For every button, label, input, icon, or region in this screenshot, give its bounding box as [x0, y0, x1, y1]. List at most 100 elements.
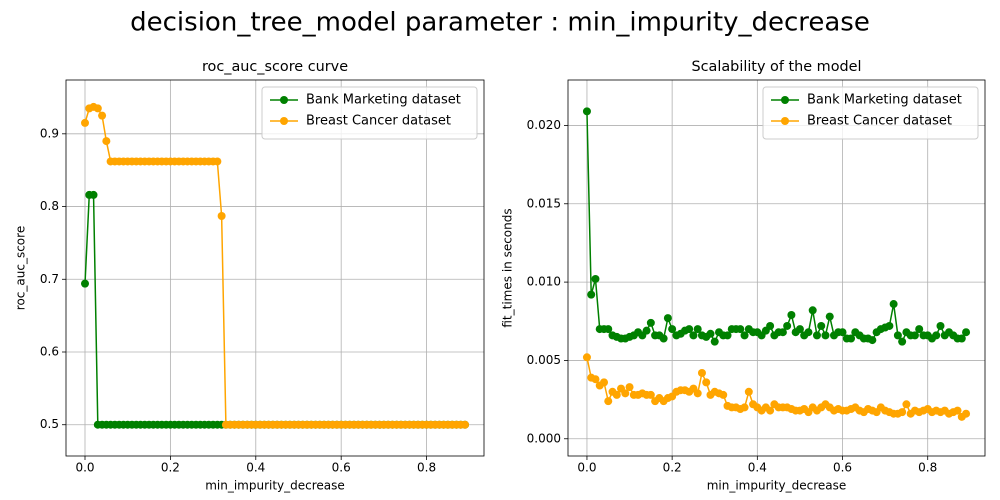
point — [582, 107, 591, 116]
point — [646, 318, 655, 327]
point — [808, 306, 817, 315]
point — [953, 406, 962, 415]
point — [778, 328, 787, 337]
figure-title: decision_tree_model parameter : min_impu… — [130, 8, 870, 38]
legend: Bank Marketing dataset Breast Cancer data… — [261, 86, 478, 140]
x-tick-label: 0.2 — [663, 461, 682, 475]
point — [710, 337, 719, 346]
point — [582, 353, 591, 362]
y-tick-label: 0.005 — [527, 353, 561, 367]
point — [642, 326, 651, 335]
y-tick-label: 0.7 — [40, 272, 59, 286]
point — [81, 118, 89, 127]
x-tick-label: 0.2 — [161, 461, 180, 475]
point — [847, 334, 856, 343]
point — [587, 290, 596, 299]
axes-title: Scalability of the model — [692, 59, 862, 75]
point — [693, 389, 702, 398]
legend-label: Breast Cancer dataset — [306, 114, 451, 129]
point — [821, 331, 830, 340]
point — [804, 328, 813, 337]
point — [787, 311, 796, 319]
legend-marker — [280, 117, 288, 125]
point — [685, 325, 694, 334]
point — [702, 378, 711, 387]
legend-box — [261, 86, 478, 140]
axes-frame — [65, 79, 485, 457]
point — [962, 328, 971, 337]
legend-marker — [280, 96, 288, 104]
legend-box — [762, 86, 979, 140]
point — [102, 137, 111, 146]
point — [98, 111, 107, 120]
axes-frame — [567, 79, 986, 457]
point — [81, 279, 89, 288]
point — [697, 368, 706, 377]
axes-title: roc_auc_score curve — [202, 59, 348, 75]
x-tick-label: 0.0 — [577, 461, 596, 475]
point — [621, 389, 630, 398]
point — [812, 331, 821, 340]
point — [213, 157, 222, 166]
point — [668, 325, 677, 334]
y-tick-label: 0.000 — [527, 431, 561, 445]
legend: Bank Marketing dataset Breast Cancer data… — [762, 86, 979, 140]
x-tick-label: 0.6 — [833, 461, 852, 475]
y-axis-label: fit_times in seconds — [501, 208, 515, 327]
point — [795, 325, 804, 334]
y-tick-label: 0.010 — [527, 275, 561, 289]
point — [936, 321, 945, 330]
legend-label: Bank Marketing dataset — [306, 93, 461, 108]
point — [957, 334, 966, 343]
x-tick-label: 0.0 — [75, 461, 94, 475]
point — [744, 387, 753, 396]
point — [461, 420, 469, 429]
point — [723, 331, 732, 340]
x-tick-label: 0.8 — [918, 461, 937, 475]
legend-marker — [781, 96, 789, 104]
point — [719, 390, 728, 399]
x-tick-label: 0.8 — [417, 461, 436, 475]
point — [646, 390, 655, 399]
point — [868, 336, 877, 345]
point — [591, 375, 600, 384]
point — [740, 331, 749, 340]
point — [915, 325, 924, 334]
y-tick-label: 0.6 — [40, 345, 59, 359]
point — [932, 331, 941, 340]
x-tick-label: 0.4 — [748, 461, 767, 475]
point — [663, 314, 672, 323]
plot-area — [582, 107, 971, 421]
point — [838, 328, 847, 337]
point — [893, 331, 902, 340]
point — [825, 312, 834, 321]
point — [885, 321, 894, 330]
x-tick-label: 0.4 — [246, 461, 265, 475]
point — [889, 300, 898, 309]
point — [689, 331, 698, 340]
plot-area — [81, 102, 469, 429]
legend-label: Breast Cancer dataset — [807, 114, 952, 129]
point — [599, 378, 608, 387]
point — [766, 321, 775, 330]
point — [659, 334, 668, 343]
point — [766, 406, 775, 415]
y-tick-label: 0.015 — [527, 196, 561, 210]
point — [910, 331, 919, 340]
point — [612, 390, 621, 399]
point — [706, 329, 715, 338]
point — [962, 409, 971, 418]
y-tick-label: 0.020 — [527, 118, 561, 132]
point — [89, 190, 98, 199]
y-tick-label: 0.5 — [40, 417, 59, 431]
x-axis-label: min_impurity_decrease — [707, 479, 847, 493]
point — [898, 408, 907, 417]
point — [817, 321, 826, 330]
x-axis-label: min_impurity_decrease — [205, 479, 345, 493]
y-axis-label: roc_auc_score — [14, 226, 28, 310]
legend-marker — [781, 117, 789, 125]
point — [625, 383, 634, 392]
point — [693, 325, 702, 334]
